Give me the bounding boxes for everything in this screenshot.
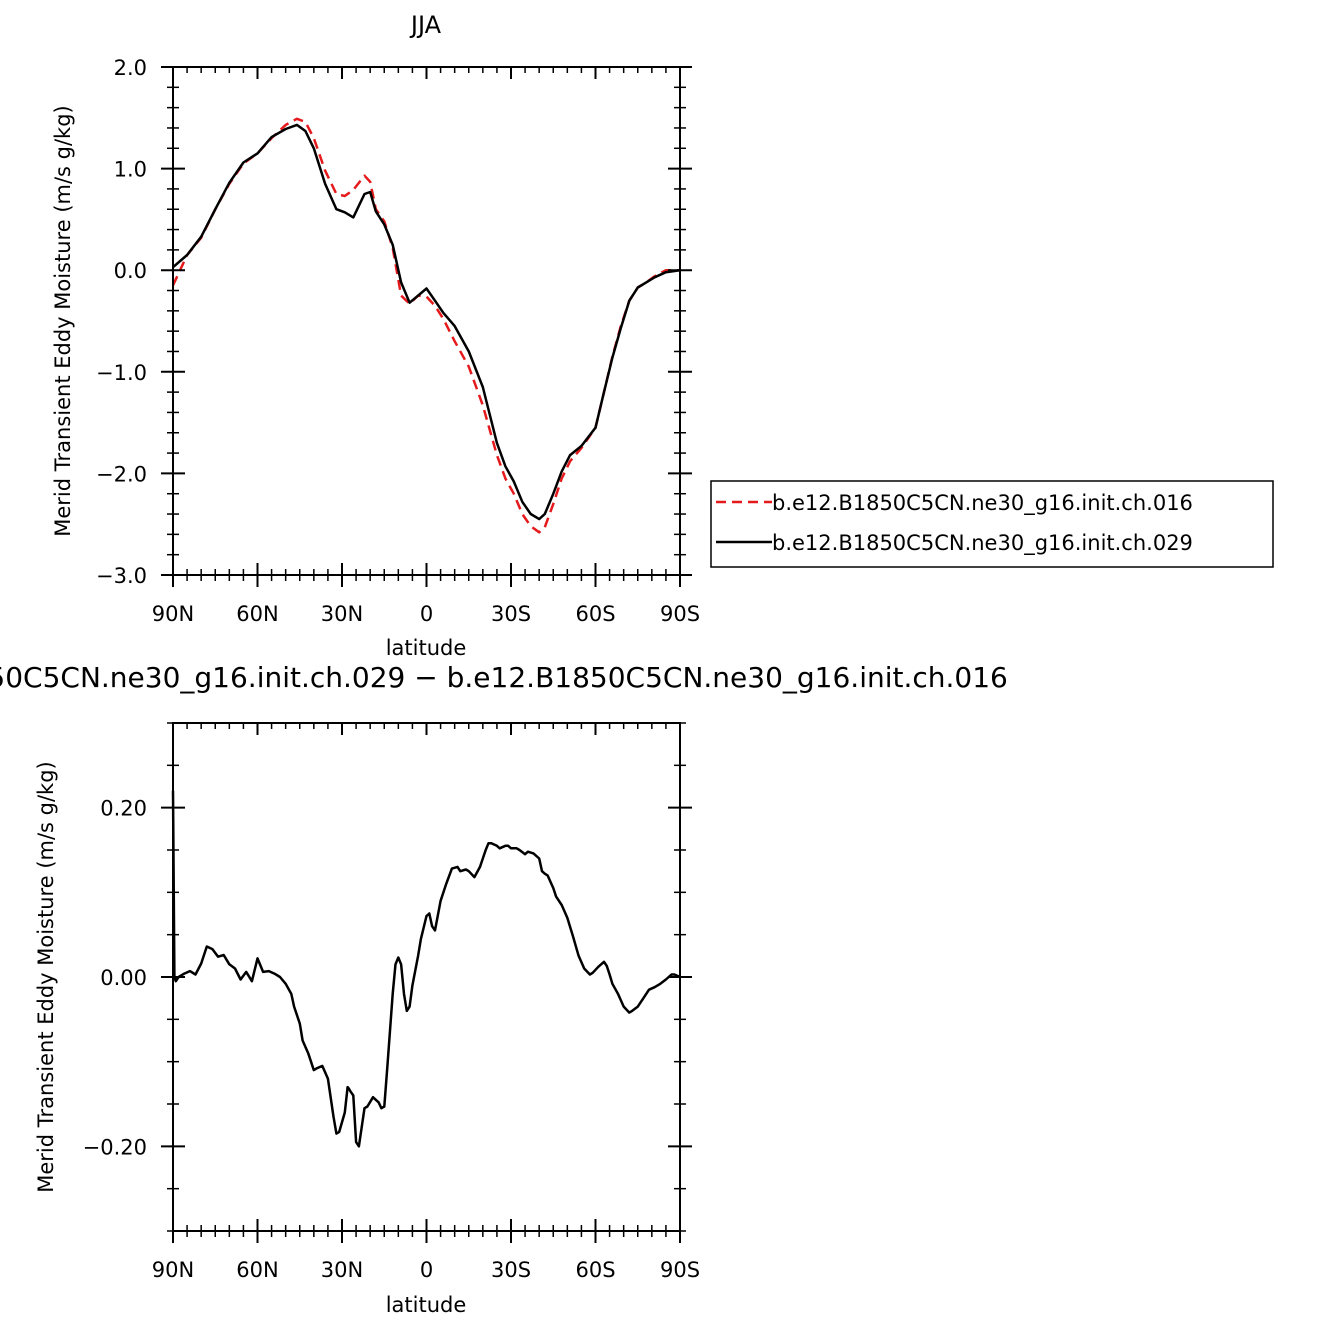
x-tick-label: 60S [575,1258,615,1282]
bottom-y-axis-label: Merid Transient Eddy Moisture (m/s g/kg) [34,761,58,1193]
bottom-tick-labels: 90N 60N 30N 0 30S 60S 90S −0.20 0.00 0.20 [83,797,700,1282]
series-line-0-1 [172,123,681,521]
legend-box [710,480,1274,568]
bottom-ticks [161,722,692,1243]
y-tick-label: 2.0 [114,56,147,80]
x-tick-label: 60N [236,602,278,626]
top-panel: JJA 90N 60N 30N 0 30S 60S 90S −3.0 −2.0 −1.0 0.0 1.… [51,11,1274,660]
bottom-plot-lines [171,790,681,1148]
x-tick-label: 0 [420,1258,433,1282]
y-tick-label: 0.00 [100,966,147,990]
y-tick-label: −0.20 [83,1135,147,1159]
x-tick-label: 60S [575,602,615,626]
top-plot-frame [172,66,681,576]
x-tick-label: 30S [491,1258,531,1282]
top-x-axis-label: latitude [386,636,467,660]
bottom-panel: b.e12.B1850C5CN.ne30_g16.init.ch.029 − b… [0,661,1008,1317]
bottom-x-axis-label: latitude [386,1293,467,1317]
bottom-chart-title: b.e12.B1850C5CN.ne30_g16.init.ch.029 − b… [0,661,1008,694]
legend-label-016: b.e12.B1850C5CN.ne30_g16.init.ch.016 [772,491,1193,516]
top-plot-lines [171,117,681,534]
x-tick-label: 90S [660,602,700,626]
top-ticks [161,66,692,587]
series-line-0-0 [171,117,680,534]
y-tick-label: 1.0 [114,158,147,182]
top-y-axis-label: Merid Transient Eddy Moisture (m/s g/kg) [51,105,75,537]
y-tick-label: −3.0 [96,564,147,588]
legend: b.e12.B1850C5CN.ne30_g16.init.ch.016 b.e… [710,480,1274,568]
y-tick-label: −2.0 [96,462,147,486]
x-tick-label: 90S [660,1258,700,1282]
y-tick-label: 0.0 [114,259,147,283]
x-tick-label: 90N [152,1258,194,1282]
x-tick-label: 60N [236,1258,278,1282]
y-tick-label: 0.20 [100,797,147,821]
top-chart-title: JJA [409,11,442,39]
x-tick-label: 90N [152,602,194,626]
series-line-1-0 [171,790,681,1148]
x-tick-label: 30N [321,1258,363,1282]
x-tick-label: 30N [321,602,363,626]
x-tick-label: 30S [491,602,531,626]
top-tick-labels: 90N 60N 30N 0 30S 60S 90S −3.0 −2.0 −1.0 0.0 1.0 2.0 [96,56,700,626]
y-tick-label: −1.0 [96,361,147,385]
legend-label-029: b.e12.B1850C5CN.ne30_g16.init.ch.029 [772,531,1193,556]
x-tick-label: 0 [420,602,433,626]
